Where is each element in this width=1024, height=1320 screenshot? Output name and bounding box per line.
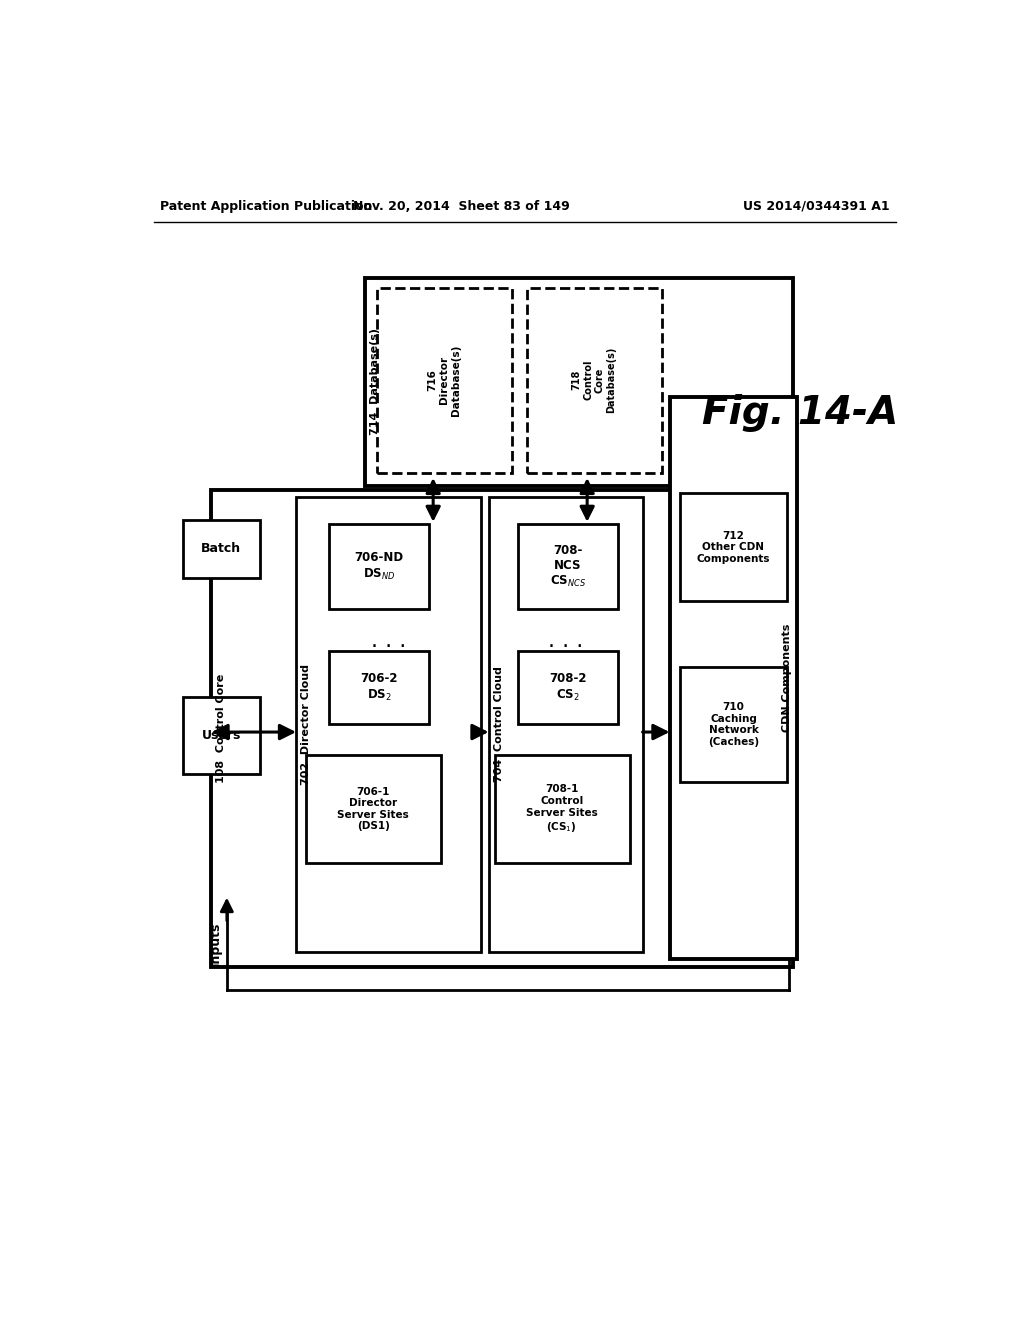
- Text: 708-1
Control
Server Sites
(CS$_1$): 708-1 Control Server Sites (CS$_1$): [526, 784, 598, 834]
- Text: US 2014/0344391 A1: US 2014/0344391 A1: [742, 199, 889, 213]
- Bar: [366, 277, 793, 486]
- Bar: [330, 524, 429, 609]
- Text: Patent Application Publication: Patent Application Publication: [160, 199, 372, 213]
- Text: · · ·: · · ·: [548, 638, 584, 657]
- Text: 706-ND
DS$_{ND}$: 706-ND DS$_{ND}$: [354, 552, 403, 582]
- Text: · · ·: · · ·: [371, 638, 407, 657]
- Text: 718
Control
Core
Database(s): 718 Control Core Database(s): [571, 347, 616, 413]
- Text: 108  Control Core: 108 Control Core: [216, 673, 226, 783]
- Text: 708-
NCS
CS$_{NCS}$: 708- NCS CS$_{NCS}$: [550, 544, 586, 589]
- Text: 712
Other CDN
Components: 712 Other CDN Components: [696, 531, 770, 564]
- Text: Nov. 20, 2014  Sheet 83 of 149: Nov. 20, 2014 Sheet 83 of 149: [353, 199, 570, 213]
- Bar: [680, 494, 787, 601]
- Bar: [495, 755, 630, 863]
- Bar: [211, 490, 793, 966]
- Bar: [518, 651, 617, 725]
- Text: 702  Director Cloud: 702 Director Cloud: [301, 664, 311, 785]
- Text: CDN Components: CDN Components: [782, 624, 793, 733]
- Bar: [183, 520, 260, 578]
- Bar: [296, 498, 481, 952]
- Text: 708-2
CS$_2$: 708-2 CS$_2$: [549, 672, 587, 702]
- Bar: [183, 697, 260, 775]
- Bar: [680, 667, 787, 781]
- Text: Users: Users: [202, 730, 241, 742]
- Text: 706-1
Director
Server Sites
(DS1): 706-1 Director Server Sites (DS1): [337, 787, 409, 832]
- Text: Fig. 14-A: Fig. 14-A: [702, 393, 899, 432]
- Bar: [377, 288, 512, 473]
- Bar: [330, 651, 429, 725]
- Text: 704  Control Cloud: 704 Control Cloud: [494, 667, 504, 783]
- Bar: [670, 397, 797, 960]
- Bar: [527, 288, 662, 473]
- Bar: [306, 755, 441, 863]
- Text: 706-2
DS$_2$: 706-2 DS$_2$: [360, 672, 398, 702]
- Text: 710
Caching
Network
(Caches): 710 Caching Network (Caches): [708, 702, 759, 747]
- Text: Batch: Batch: [202, 543, 242, 556]
- Bar: [518, 524, 617, 609]
- Text: 714  Database(s): 714 Database(s): [370, 329, 380, 436]
- Text: Inputs: Inputs: [209, 921, 222, 966]
- Bar: [488, 498, 643, 952]
- Text: 716
Director
Database(s): 716 Director Database(s): [427, 345, 461, 416]
